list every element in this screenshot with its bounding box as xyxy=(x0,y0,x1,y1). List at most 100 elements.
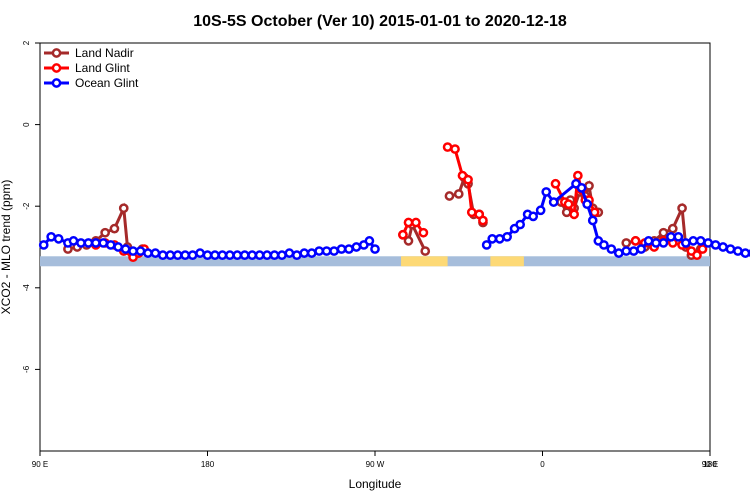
data-point xyxy=(269,250,280,261)
geography-band xyxy=(40,256,710,267)
data-point xyxy=(466,207,477,218)
data-point xyxy=(329,246,339,256)
data-point xyxy=(143,248,153,258)
data-point xyxy=(550,178,561,189)
data-point xyxy=(442,142,453,152)
data-point xyxy=(703,238,713,248)
x-tick-label: 90 W xyxy=(366,460,385,469)
data-point xyxy=(239,250,250,261)
legend-label: Land Nadir xyxy=(75,46,134,60)
y-tick-label: -4 xyxy=(22,284,31,292)
x-tick-label: 90 E xyxy=(702,460,718,469)
data-point xyxy=(217,250,228,261)
data-point xyxy=(561,207,572,218)
data-point xyxy=(172,250,183,261)
data-point xyxy=(487,233,498,244)
data-point xyxy=(165,250,176,261)
data-point xyxy=(697,244,708,254)
data-point xyxy=(636,244,646,254)
y-tick-label: 0 xyxy=(22,122,31,127)
data-point xyxy=(336,244,347,254)
data-point xyxy=(515,219,526,230)
data-point xyxy=(563,199,574,210)
data-point xyxy=(582,199,593,210)
data-point xyxy=(157,250,168,261)
data-point xyxy=(411,217,421,228)
legend-label: Ocean Glint xyxy=(75,76,139,90)
data-point xyxy=(403,217,414,228)
data-point xyxy=(321,246,332,256)
data-point xyxy=(643,236,654,246)
data-point xyxy=(83,238,94,248)
data-point xyxy=(210,250,220,261)
data-point xyxy=(118,203,129,214)
data-point xyxy=(224,250,235,261)
data-point xyxy=(463,174,473,185)
series-ocean-glint xyxy=(38,178,750,261)
x-tick-label: 90 E xyxy=(32,460,48,469)
data-point xyxy=(688,236,699,246)
data-point xyxy=(528,211,539,222)
data-point xyxy=(53,233,64,244)
data-point xyxy=(284,248,295,258)
data-point xyxy=(100,227,110,238)
x-axis-title: Longitude xyxy=(349,477,402,491)
data-point xyxy=(692,250,702,261)
data-point xyxy=(444,191,455,201)
data-point xyxy=(291,250,302,261)
legend-label: Land Glint xyxy=(75,61,130,75)
data-point xyxy=(718,242,728,252)
data-point xyxy=(195,248,205,258)
data-point xyxy=(621,246,632,256)
x-tick-label: 0 xyxy=(540,460,545,469)
data-point xyxy=(453,189,464,199)
data-point xyxy=(113,242,124,252)
series-layer xyxy=(38,142,750,263)
ocean-band xyxy=(40,256,710,267)
data-point xyxy=(135,246,146,256)
data-point xyxy=(481,240,492,250)
data-point xyxy=(667,223,678,234)
data-point xyxy=(420,246,431,256)
data-point xyxy=(254,250,265,261)
data-point xyxy=(398,229,408,240)
data-point xyxy=(677,203,687,214)
data-point xyxy=(673,231,684,242)
data-point xyxy=(120,244,131,254)
data-point xyxy=(695,236,706,246)
data-point xyxy=(576,182,587,193)
data-point xyxy=(573,170,583,181)
data-point xyxy=(541,187,552,197)
data-point xyxy=(680,238,691,248)
data-point xyxy=(128,246,138,256)
data-point xyxy=(344,244,354,254)
y-tick-label: -6 xyxy=(22,365,31,373)
data-point xyxy=(478,215,488,226)
data-point xyxy=(364,236,375,246)
data-point xyxy=(38,240,49,250)
data-point xyxy=(613,248,624,258)
data-point xyxy=(494,233,505,244)
data-point xyxy=(403,236,414,246)
data-point xyxy=(76,238,86,248)
data-point xyxy=(68,236,79,246)
land-band-0 xyxy=(401,256,448,267)
data-point xyxy=(599,240,609,250)
data-point xyxy=(98,238,109,248)
y-axis: 2 0 -2 -4 -6 xyxy=(22,40,40,373)
data-point xyxy=(740,248,750,258)
data-point xyxy=(299,248,310,258)
data-point xyxy=(710,240,721,250)
data-point xyxy=(535,205,546,216)
data-point xyxy=(569,209,579,220)
data-point xyxy=(150,248,161,258)
data-point xyxy=(450,144,460,154)
data-point xyxy=(262,250,272,261)
data-point xyxy=(180,250,191,261)
data-point xyxy=(587,215,598,226)
y-tick-label: 2 xyxy=(22,40,31,45)
data-point xyxy=(725,244,736,254)
